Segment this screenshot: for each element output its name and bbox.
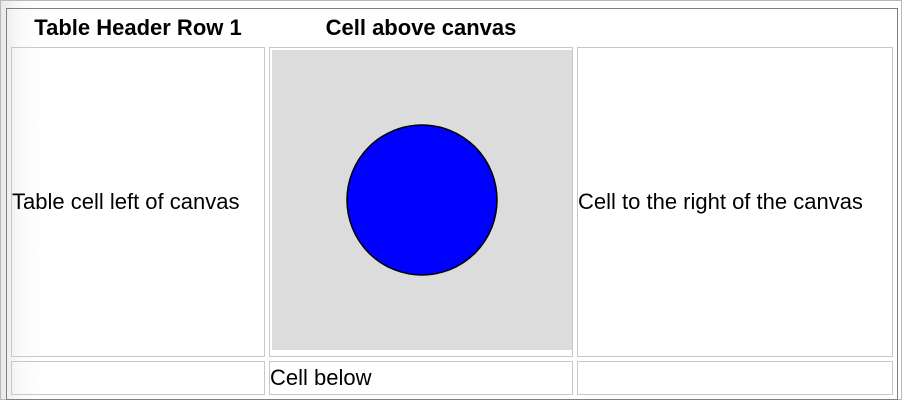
header-cell-1: Table Header Row 1 [34,15,242,40]
cell-right-of-canvas: Cell to the right of the canvas [577,47,893,357]
footer-row: Cell below [11,361,893,395]
layout-table: Table Header Row 1 Cell above canvas Tab… [6,8,898,400]
footer-cell-left [11,361,265,395]
cell-below-canvas: Cell below [269,361,573,395]
cell-left-of-canvas: Table cell left of canvas [11,47,265,357]
header-cell-3 [577,13,893,43]
canvas[interactable] [272,50,572,350]
header-cell-above-canvas: Cell above canvas [325,15,517,40]
header-row: Table Header Row 1 Cell above canvas [11,13,893,43]
blue-circle [346,124,498,276]
canvas-cell [269,47,573,357]
canvas-row: Table cell left of canvas Cell to the ri… [11,47,893,357]
footer-cell-right [577,361,893,395]
